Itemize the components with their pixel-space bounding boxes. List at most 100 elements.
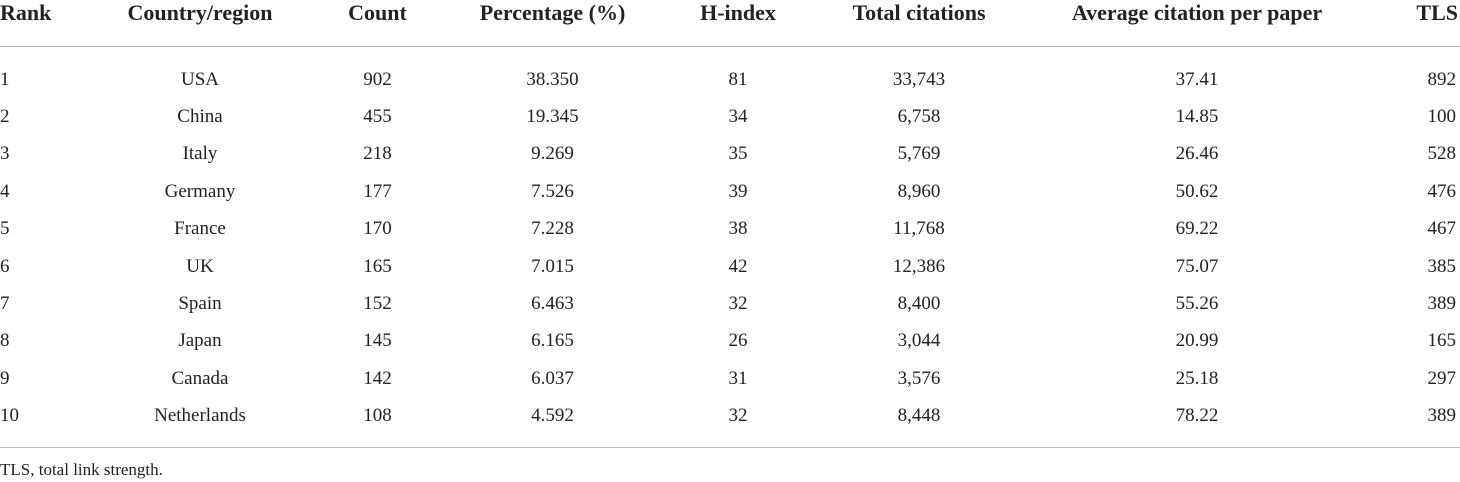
table-cell: 528 [1427,143,1457,165]
table-cell: 142 [363,367,392,389]
table-cell: 8,448 [826,397,1012,448]
table-cell: 218 [363,143,392,165]
table-cell: 389 [1427,293,1457,315]
table-cell: 385 [1427,255,1457,277]
table-cell: 7.228 [531,218,574,240]
table-cell: 892 [1427,68,1457,90]
table-cell: 32 [728,293,748,315]
column-header: Country/region [100,0,300,47]
table-row: 10 Netherlands 108 4.592 32 8,448 78.22 389 [0,397,1460,448]
table-cell: Canada [171,367,229,389]
table-cell: 152 [363,293,392,315]
header-row: Rank Country/region Count Percentage (%) H-i… [0,0,1460,47]
table-cell: 6 [0,255,10,277]
table-cell: 3,044 [897,330,941,352]
column-header: Percentage (%) [455,0,650,47]
table-row: 4 Germany 177 7.526 39 8,960 50.62 476 [0,173,1460,210]
table-cell: 4 [0,180,10,202]
column-header: Total citations [826,0,1012,47]
table-cell: Germany [164,180,236,202]
table-cell: 34 [728,106,748,128]
table-cell: 38 [728,218,748,240]
column-header: Rank [0,0,100,47]
table-cell: 14.85 [1175,106,1219,128]
table-row: 2 China 455 19.345 34 6,758 14.85 100 [0,98,1460,135]
table-cell: 35 [728,143,748,165]
column-header: Average citation per paper [1012,0,1382,47]
table-row: 8 Japan 145 6.165 26 3,044 20.99 165 [0,323,1460,360]
table-cell: Italy [182,143,218,165]
table-cell: 81 [728,68,748,90]
table-cell: 33,743 [892,68,946,90]
table-cell: 10 [0,397,100,448]
table-cell: France [174,218,226,240]
table-cell: 165 [363,255,392,277]
table-row: 3 Italy 218 9.269 35 5,769 26.46 528 [0,136,1460,173]
table-cell: 177 [363,180,392,202]
table-cell: 108 [300,397,455,448]
table-cell: 37.41 [1175,68,1219,90]
table-cell: 78.22 [1012,397,1382,448]
table-cell: 8,960 [897,180,941,202]
column-header: Count [300,0,455,47]
table-cell: 4.592 [455,397,650,448]
footnote: TLS, total link strength. [0,460,163,479]
table-cell: 6.463 [531,293,574,315]
table-cell: 3 [0,143,10,165]
table-cell: 20.99 [1175,330,1219,352]
table-row: 1 USA 902 38.350 81 33,743 37.41 892 [0,47,1460,99]
table-cell: Japan [178,330,222,352]
table-cell: 19.345 [526,106,579,128]
table-cell: 2 [0,106,10,128]
table-cell: 12,386 [892,255,946,277]
table-cell: 100 [1427,106,1457,128]
table-cell: 455 [363,106,392,128]
data-table: Rank Country/region Count Percentage (%) H-i… [0,0,1460,448]
table-cell: 902 [363,68,392,90]
table-cell: UK [186,255,214,277]
table-cell: 170 [363,218,392,240]
table-cell: Spain [178,293,222,315]
column-header: H-index [650,0,826,47]
table-cell: 165 [1427,330,1457,352]
table-cell: 26.46 [1175,143,1219,165]
table-cell: 69.22 [1175,218,1219,240]
table-cell: 38.350 [526,68,579,90]
table-row: 7 Spain 152 6.463 32 8,400 55.26 389 [0,285,1460,322]
table-cell: 31 [728,367,748,389]
table-cell: 9.269 [531,143,574,165]
table-cell: 476 [1427,180,1457,202]
table-cell: 50.62 [1175,180,1219,202]
table-cell: 7.015 [531,255,574,277]
table-cell: 389 [1382,397,1460,448]
table-row: 5 France 170 7.228 38 11,768 69.22 467 [0,211,1460,248]
table-cell: 25.18 [1175,367,1219,389]
table-cell: 7.526 [531,180,574,202]
table-cell: 11,768 [893,218,945,240]
table-cell: 42 [728,255,748,277]
table-cell: 6,758 [897,106,941,128]
table-cell: USA [180,68,219,90]
table-body: 1 USA 902 38.350 81 33,743 37.41 892 2 China 455 19… [0,47,1460,448]
table-cell: 8,400 [897,293,941,315]
table-cell: China [177,106,223,128]
table-cell: 297 [1427,367,1457,389]
table-cell: 6.037 [531,367,574,389]
table-row: 9 Canada 142 6.037 31 3,576 25.18 297 [0,360,1460,397]
table-cell: 5 [0,218,10,240]
table-cell: 467 [1427,218,1457,240]
table-cell: 75.07 [1175,255,1219,277]
table-cell: 39 [728,180,748,202]
table-row: 6 UK 165 7.015 42 12,386 75.07 385 [0,248,1460,285]
table-cell: 6.165 [531,330,574,352]
table-cell: 32 [650,397,826,448]
table-cell: 5,769 [897,143,941,165]
table-cell: 26 [728,330,748,352]
table-cell: 145 [363,330,392,352]
table-cell: 8 [0,330,10,352]
table-cell: 1 [0,68,10,90]
table-cell: Netherlands [100,397,300,448]
table-cell: 7 [0,293,10,315]
column-header: TLS [1382,0,1460,47]
